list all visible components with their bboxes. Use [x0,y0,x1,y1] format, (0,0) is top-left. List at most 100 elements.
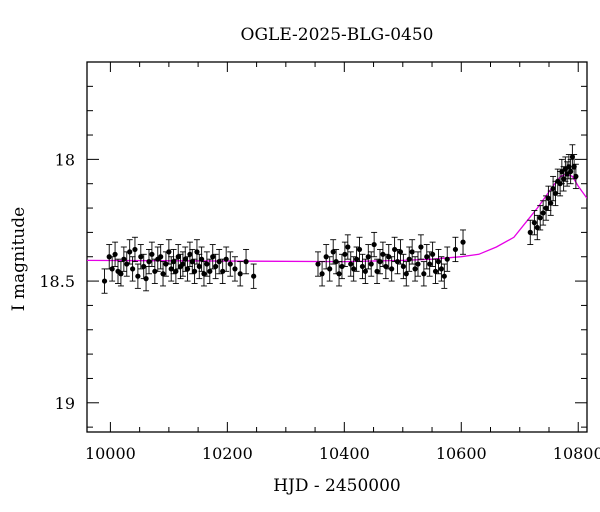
point-marker [406,256,412,262]
point-marker [444,256,450,262]
data-point [368,251,375,277]
point-marker [374,268,380,274]
data-point [543,195,550,221]
point-marker [323,254,329,260]
data-point [376,248,383,275]
data-point [429,241,436,267]
plot-frame [86,61,588,433]
data-point [330,239,337,265]
point-marker [213,263,219,270]
point-marker [452,246,459,253]
data-point [179,251,186,277]
point-marker [204,261,210,267]
data-point [126,239,133,265]
data-point [365,244,372,270]
point-marker [421,271,427,277]
data-point [397,239,404,265]
data-point [540,200,547,226]
data-point [406,246,413,272]
data-point [409,239,416,265]
point-marker [149,251,155,257]
data-point [417,234,424,260]
data-point [157,244,164,270]
point-marker [353,256,360,262]
data-point [206,258,213,284]
point-marker [427,261,433,267]
point-marker [435,259,442,265]
data-point [444,246,451,272]
point-marker [566,164,572,170]
point-marker [550,185,556,192]
point-marker [109,266,115,272]
data-point [531,210,538,236]
point-marker [383,263,389,270]
data-point [134,263,141,289]
point-marker [319,271,325,277]
chart-title: OGLE-2025-BLG-0450 [241,25,434,45]
data-point [109,256,116,282]
data-point [250,263,257,289]
data-point [341,241,348,267]
point-marker [368,261,374,267]
point-marker [371,241,377,248]
data-point [359,253,366,280]
point-marker [573,173,579,180]
data-point [145,248,152,275]
point-marker [243,259,249,265]
data-point [172,258,179,284]
point-marker [182,256,188,262]
point-marker [418,244,424,250]
data-point [117,261,124,287]
x-tick-label: 10400 [319,444,370,463]
point-marker [548,200,554,206]
point-marker [327,266,333,272]
point-marker [199,256,205,262]
data-point [534,214,541,241]
data-point [223,246,230,272]
data-point [344,234,351,260]
data-point [388,256,395,282]
x-tick-label: 10800 [553,444,600,463]
data-point [112,241,119,267]
data-point [371,231,378,258]
data-point [323,244,330,270]
point-marker [409,249,415,255]
data-point [374,258,381,284]
point-marker [534,224,540,231]
data-point [414,251,421,277]
point-marker [415,261,421,267]
data-point [326,256,333,282]
point-marker [223,256,229,262]
point-marker [543,205,549,211]
data-point [212,253,219,280]
point-marker [251,273,257,279]
point-marker [527,229,533,235]
point-marker [438,266,444,272]
data-point [203,251,210,277]
data-point [314,251,321,277]
data-point [160,261,167,287]
data-point [209,244,216,270]
point-marker [537,215,543,221]
data-point [550,175,557,202]
point-marker [166,249,172,255]
data-point [200,261,207,287]
y-axis-label: I magnitude [9,207,29,311]
point-marker [173,268,179,274]
point-marker [330,249,336,255]
point-marker [170,259,177,265]
model-curve-group [87,173,587,263]
data-point [143,266,150,292]
point-marker [138,254,144,260]
point-marker [189,259,195,265]
point-marker [118,271,124,277]
data-point [400,253,407,280]
point-marker [121,256,127,262]
x-tick-label: 10200 [202,444,253,463]
point-marker [540,210,546,216]
point-marker [432,268,439,274]
point-marker [194,249,200,255]
data-point [184,256,191,282]
data-point [567,158,574,185]
point-marker [160,271,166,277]
